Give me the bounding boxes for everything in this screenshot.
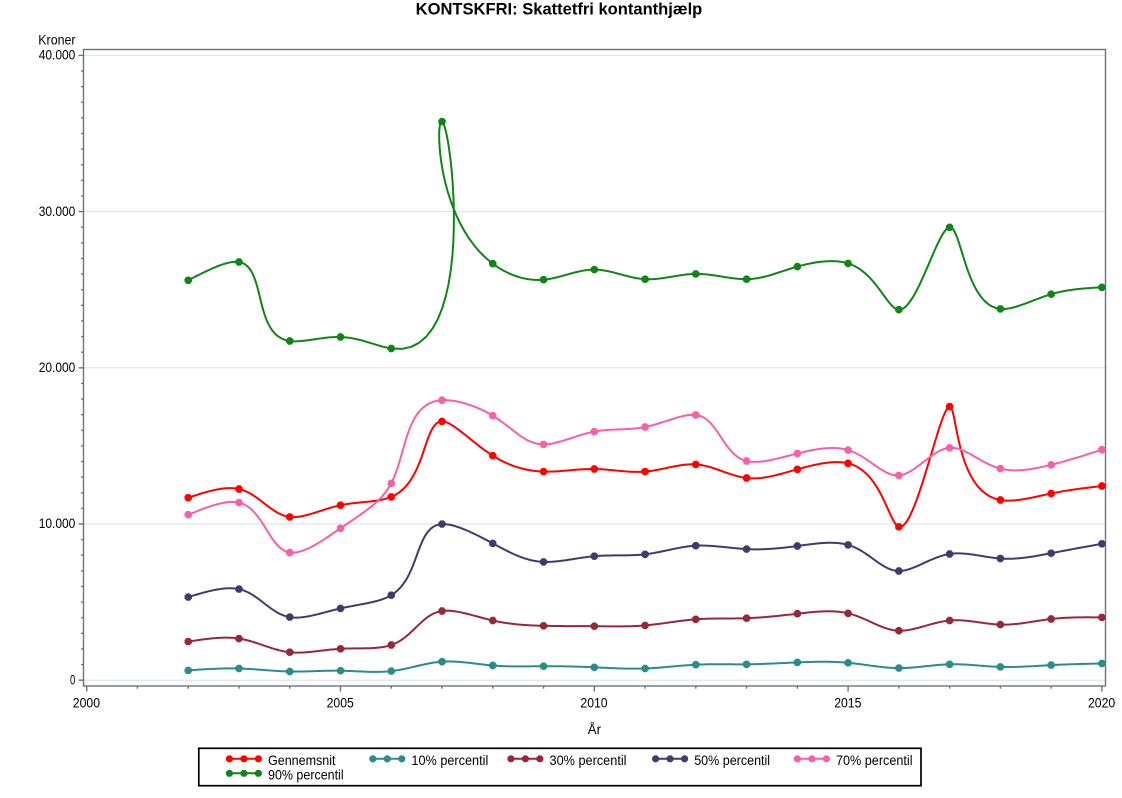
svg-text:2020: 2020	[1088, 695, 1115, 711]
svg-text:50% percentil: 50% percentil	[694, 752, 770, 768]
svg-text:70% percentil: 70% percentil	[836, 752, 913, 768]
svg-text:30% percentil: 30% percentil	[550, 752, 627, 768]
svg-text:Gennemsnit: Gennemsnit	[268, 752, 336, 768]
svg-text:2005: 2005	[327, 695, 354, 711]
svg-text:90% percentil: 90% percentil	[268, 767, 344, 783]
svg-text:10% percentil: 10% percentil	[411, 752, 488, 768]
svg-text:2015: 2015	[834, 695, 861, 711]
svg-text:20.000: 20.000	[39, 359, 76, 375]
svg-text:Kroner: Kroner	[38, 32, 76, 48]
svg-text:KONTSKFRI: Skattetfri kontanth: KONTSKFRI: Skattetfri kontanthjælp	[416, 1, 703, 19]
svg-text:År: År	[588, 721, 602, 737]
svg-text:30.000: 30.000	[39, 203, 76, 219]
svg-text:2000: 2000	[73, 695, 100, 711]
svg-text:40.000: 40.000	[39, 47, 76, 63]
svg-text:0: 0	[70, 671, 75, 687]
svg-text:10.000: 10.000	[39, 515, 76, 531]
svg-text:2010: 2010	[580, 695, 607, 711]
